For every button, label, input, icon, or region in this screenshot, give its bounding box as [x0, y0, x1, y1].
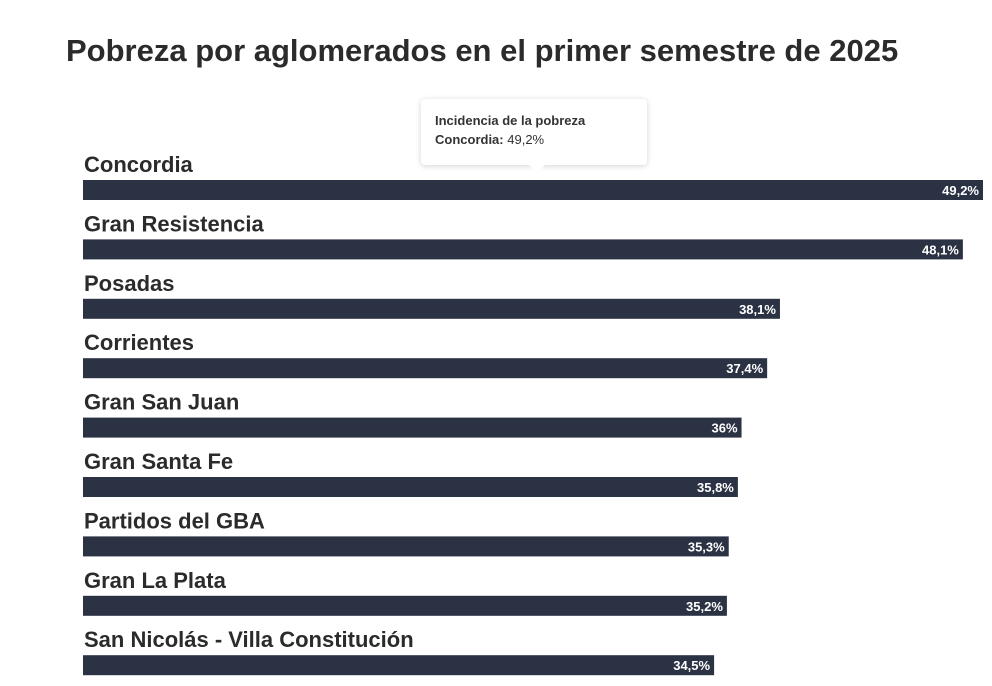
- data-label: 48,1%: [922, 242, 959, 257]
- bar[interactable]: [83, 655, 715, 676]
- data-label: 36%: [712, 421, 738, 436]
- bar[interactable]: [83, 536, 729, 557]
- category-label: Posadas: [84, 271, 175, 296]
- tooltip-category: Concordia:: [435, 132, 504, 147]
- category-label: San Nicolás - Villa Constitución: [84, 627, 414, 652]
- category-label: Gran Resistencia: [84, 211, 265, 236]
- tooltip-value: 49,2%: [507, 132, 545, 147]
- bar[interactable]: [83, 595, 727, 616]
- category-label: Concordia: [84, 152, 194, 177]
- bar[interactable]: [83, 477, 738, 497]
- category-label: Gran San Juan: [84, 390, 239, 415]
- bar[interactable]: [83, 180, 983, 200]
- data-label: 34,5%: [673, 658, 710, 673]
- data-label: 35,2%: [686, 599, 723, 614]
- bar[interactable]: [83, 358, 768, 379]
- category-label: Gran La Plata: [84, 568, 227, 593]
- category-label: Partidos del GBA: [84, 508, 265, 533]
- bar[interactable]: [83, 239, 963, 260]
- data-label: 38,1%: [739, 302, 776, 317]
- data-label: 35,8%: [697, 480, 734, 495]
- data-label: 37,4%: [726, 361, 763, 376]
- chart-title: Pobreza por aglomerados en el primer sem…: [66, 33, 899, 68]
- bar[interactable]: [83, 298, 780, 319]
- bar[interactable]: [83, 417, 742, 438]
- data-label: 49,2%: [942, 183, 979, 198]
- data-label: 35,3%: [688, 539, 725, 554]
- tooltip-title: Incidencia de la pobreza: [435, 113, 586, 128]
- category-label: Gran Santa Fe: [84, 449, 233, 474]
- category-label: Corrientes: [84, 330, 194, 355]
- tooltip: Incidencia de la pobreza Concordia: 49,2…: [421, 99, 647, 173]
